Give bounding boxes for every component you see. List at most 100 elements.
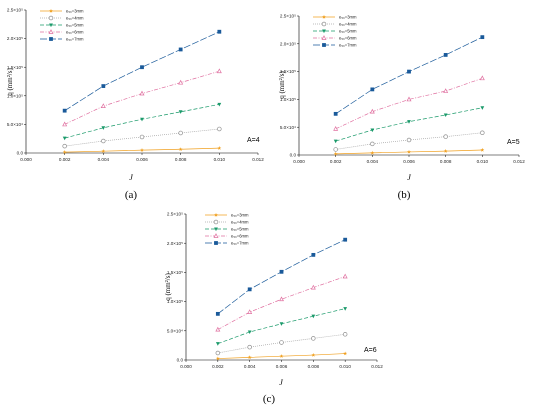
- data-point: [333, 151, 338, 156]
- legend-entry: e₅₀=5mm: [339, 29, 357, 34]
- x-tick-label: 0.008: [175, 157, 187, 162]
- y-tick-label: 1.0×10⁵: [280, 97, 296, 102]
- legend-entry: e₅₀=4mm: [66, 16, 84, 21]
- data-point: [247, 355, 252, 360]
- panel-label: (b): [398, 189, 411, 201]
- series-line: [217, 276, 346, 330]
- legend-marker: [321, 21, 327, 27]
- panel-label: (a): [125, 189, 138, 201]
- data-point: [333, 139, 338, 144]
- x-tick-label: 0.000: [20, 157, 32, 162]
- data-point: [217, 126, 222, 132]
- legend-entry: e₅₀=4mm: [231, 220, 249, 225]
- parameter-annotation: A=5: [507, 139, 520, 146]
- y-axis-title: q (mm²/s): [6, 68, 14, 96]
- legend-entry: e₅₀=3mm: [66, 9, 84, 14]
- data-point: [279, 269, 284, 274]
- data-point: [480, 147, 485, 152]
- series-line: [64, 31, 220, 111]
- x-tick-label: 0.008: [440, 159, 452, 164]
- data-point: [140, 117, 144, 122]
- data-point: [247, 330, 252, 335]
- data-point: [62, 150, 67, 154]
- x-tick-label: 0.012: [252, 157, 264, 162]
- legend-marker: [48, 29, 54, 34]
- series-1: [333, 130, 485, 152]
- data-point: [480, 106, 485, 110]
- y-tick-label: 1.0×10⁵: [7, 93, 23, 98]
- series-line: [217, 308, 346, 344]
- data-point: [140, 65, 144, 70]
- data-point: [215, 342, 220, 346]
- y-tick-label: 2.0×10⁵: [280, 41, 296, 46]
- x-axis-title: J: [279, 378, 283, 387]
- legend-entry: e₅₀=7mm: [66, 37, 84, 42]
- data-point: [443, 53, 448, 57]
- legend-marker: [213, 219, 219, 225]
- data-point: [215, 311, 220, 316]
- x-tick-label: 0.006: [403, 159, 415, 164]
- y-tick-label: 0.0: [17, 151, 24, 156]
- data-point: [178, 147, 183, 151]
- y-tick-label: 2.5×10⁵: [167, 212, 183, 217]
- chart-panel-b: 0.000 0.002 0.004 0.006 0.008 0.010 0.012 0.0 5.…: [278, 14, 525, 201]
- parameter-annotation: A=4: [247, 137, 260, 144]
- data-point: [310, 284, 316, 290]
- series-0: [62, 146, 222, 154]
- data-point: [215, 356, 220, 361]
- y-tick-label: 2.0×10⁵: [7, 36, 23, 41]
- x-tick-label: 0.010: [214, 157, 226, 162]
- series-line: [217, 239, 346, 315]
- series-line: [335, 77, 483, 130]
- series-3: [215, 273, 348, 332]
- data-point: [443, 88, 449, 93]
- x-tick-label: 0.000: [293, 159, 305, 164]
- legend-entry: e₅₀=3mm: [231, 213, 249, 218]
- legend-entry: e₅₀=6mm: [66, 30, 84, 35]
- series-line: [335, 36, 483, 115]
- legend-entry: e₅₀=4mm: [339, 22, 357, 27]
- data-point: [217, 146, 222, 150]
- data-point: [479, 75, 485, 81]
- legend-marker: [322, 14, 326, 19]
- data-point: [101, 84, 106, 88]
- y-axis-title: q (mm²/s): [278, 71, 286, 99]
- x-tick-label: 0.010: [339, 364, 351, 369]
- y-tick-label: 2.0×10⁵: [167, 241, 183, 246]
- chart-panel-c: 0.000 0.002 0.004 0.006 0.008 0.010 0.012 0.0 5.…: [164, 212, 383, 405]
- data-point: [62, 143, 67, 149]
- x-tick-label: 0.002: [59, 157, 71, 162]
- data-point: [178, 130, 183, 136]
- y-tick-label: 1.5×10⁵: [167, 270, 183, 275]
- legend-marker: [49, 37, 53, 41]
- series-2: [333, 106, 485, 144]
- legend-marker: [322, 43, 326, 47]
- data-point: [101, 126, 106, 130]
- legend-entry: e₅₀=5mm: [231, 227, 249, 232]
- legend-marker: [49, 8, 53, 13]
- data-point: [178, 47, 183, 52]
- data-point: [342, 273, 348, 279]
- x-tick-label: 0.008: [308, 364, 320, 369]
- x-axis-title: J: [129, 173, 133, 182]
- series-1: [215, 332, 348, 356]
- legend-entry: e₅₀=3mm: [339, 15, 357, 20]
- data-point: [480, 35, 485, 40]
- x-tick-label: 0.006: [276, 364, 288, 369]
- data-point: [407, 120, 411, 124]
- legend-marker: [321, 35, 327, 40]
- data-point: [333, 126, 339, 131]
- legend-marker: [49, 23, 53, 28]
- y-tick-label: 1.0×10⁵: [167, 299, 183, 304]
- series-line: [64, 128, 220, 147]
- legend: e₅₀=3mm e₅₀=4mm e₅₀=5mm e₅₀=6mm e₅₀=7mm: [205, 213, 249, 246]
- y-axis-title: q (mm²/s): [164, 273, 172, 301]
- legend: e₅₀=3mm e₅₀=4mm e₅₀=5mm e₅₀=6mm e₅₀=7mm: [313, 15, 357, 48]
- y-tick-label: 5.0×10⁴: [7, 122, 23, 127]
- data-point: [443, 149, 448, 153]
- series-2: [62, 102, 222, 141]
- data-point: [443, 113, 448, 118]
- legend-marker: [214, 212, 218, 217]
- series-3: [333, 75, 485, 131]
